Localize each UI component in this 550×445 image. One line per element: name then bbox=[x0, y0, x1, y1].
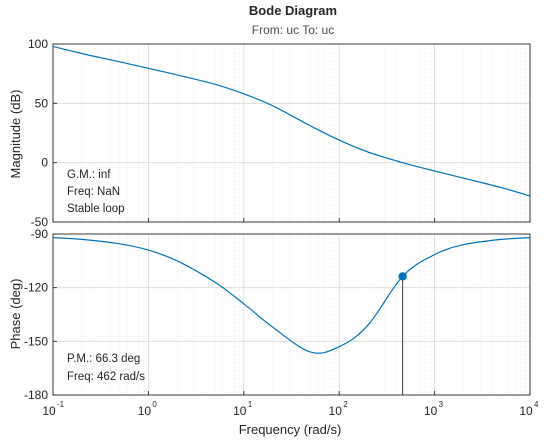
x-tick-label: 10 bbox=[329, 404, 343, 418]
x-tick-exponent: 0 bbox=[152, 400, 157, 409]
phase-axis-label: Phase (deg) bbox=[8, 279, 23, 350]
stable-loop-label: Stable loop bbox=[67, 203, 125, 215]
magnitude-axes-box bbox=[52, 43, 531, 223]
gain-margin-label: G.M.: inf bbox=[67, 169, 111, 181]
phase-y-tick-label: -180 bbox=[24, 388, 48, 402]
phase-margin-label: P.M.: 66.3 deg bbox=[67, 353, 140, 365]
x-tick-exponent: 3 bbox=[439, 400, 444, 409]
magnitude-y-tick-label: 100 bbox=[28, 37, 48, 51]
x-tick-label: 10 bbox=[138, 404, 152, 418]
chart-title: Bode Diagram bbox=[249, 3, 337, 18]
x-tick-exponent: 4 bbox=[534, 400, 539, 409]
magnitude-panel: 100 50 0 -50 bbox=[28, 37, 531, 229]
phase-y-tick-label: -90 bbox=[31, 227, 49, 241]
phase-y-tick-label: -150 bbox=[24, 334, 48, 348]
x-tick-label: 10 bbox=[424, 404, 438, 418]
gain-margin-freq-label: Freq: NaN bbox=[67, 186, 120, 198]
magnitude-y-tick-label: 0 bbox=[41, 156, 48, 170]
magnitude-response-curve bbox=[52, 45, 531, 197]
x-axis-label: Frequency (rad/s) bbox=[239, 422, 342, 437]
magnitude-axis-label: Magnitude (dB) bbox=[8, 90, 23, 179]
phase-axes-box bbox=[52, 233, 531, 396]
phase-response-curve bbox=[52, 237, 531, 354]
x-tick-exponent: 1 bbox=[248, 400, 253, 409]
phase-margin-marker bbox=[398, 272, 407, 281]
phase-y-tick-label: -120 bbox=[24, 281, 48, 295]
magnitude-y-tick-label: -50 bbox=[31, 215, 49, 229]
x-tick-label: 10 bbox=[519, 404, 533, 418]
chart-subtitle: From: uc To: uc bbox=[252, 23, 334, 37]
x-tick-exponent: 2 bbox=[343, 400, 348, 409]
x-tick-label: 10 bbox=[42, 404, 56, 418]
x-tick-label: 10 bbox=[233, 404, 247, 418]
magnitude-y-tick-label: 50 bbox=[35, 96, 49, 110]
x-tick-exponent: -1 bbox=[57, 400, 65, 409]
phase-margin-freq-label: Freq: 462 rad/s bbox=[67, 371, 145, 383]
